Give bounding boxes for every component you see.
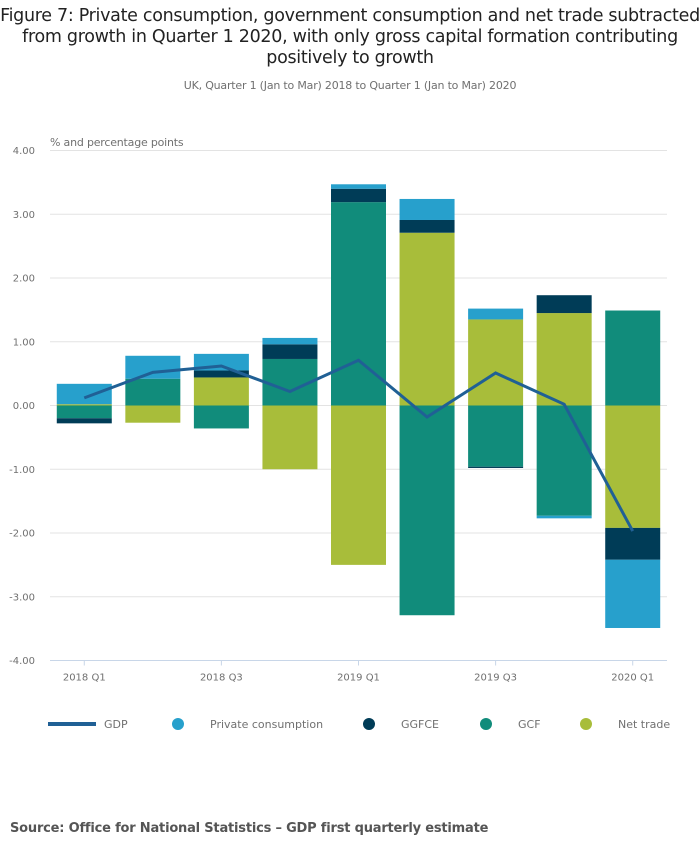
bar-private-consumption-2019-q4 [536,515,592,519]
legend-label: Private consumption [210,717,324,731]
bar-net-trade-2018-q3 [193,377,249,406]
gdp-line-group [83,358,635,532]
x-tick-label: 2019 Q3 [474,673,517,684]
legend-item-ggfce: GGFCE [363,714,439,734]
legend-item-gdp: GDP [48,714,128,734]
y-tick-label: 2.00 [13,274,35,285]
bar-gcf-2019-q2 [399,405,455,616]
bar-private-consumption-2018-q1 [56,383,112,405]
chart-subtitle: UK, Quarter 1 (Jan to Mar) 2018 to Quart… [183,79,517,92]
y-tick-label: -2.00 [9,529,35,540]
x-tick-label: 2020 Q1 [611,673,654,684]
bar-net-trade-2019-q1 [331,405,386,565]
x-tick-label: 2018 Q1 [63,673,106,684]
bar-ggfce-2018-q3 [193,370,249,378]
bar-ggfce-2020-q1 [605,527,661,560]
bar-ggfce-2018-q1 [56,418,112,424]
bar-private-consumption-2020-q1 [605,559,661,628]
gdp-line-swatch-icon [48,722,96,726]
bar-net-trade-2018-q4 [262,405,318,470]
y-tick-label: 0.00 [13,401,35,412]
bar-net-trade-2019-q4 [536,313,592,406]
bar-private-consumption-2018-q2 [125,355,181,379]
y-axis-ticks: 4.00 3.00 2.00 1.00 0.00 -1.00 -2.00 -3.00 -4.00 [9,146,35,667]
source-note: Source: Office for National Statistics –… [10,821,489,836]
bar-gcf-2020-q1 [605,310,661,406]
x-tick-label: 2018 Q3 [200,673,243,684]
bar-ggfce-2019-q2 [399,219,455,233]
bar-private-consumption-2019-q3 [468,308,524,320]
bars [56,184,661,628]
bar-ggfce-2019-q4 [536,295,592,314]
bar-private-consumption-2018-q4 [262,337,318,345]
y-tick-label: 4.00 [13,146,35,157]
legend-label: GCF [518,717,541,731]
bar-net-trade-2018-q1 [56,404,112,406]
legend-label: GDP [104,717,128,731]
bar-ggfce-2019-q1 [331,188,386,203]
legend-label: GGFCE [401,717,440,731]
bar-gcf-2019-q3 [468,405,524,467]
bar-ggfce-2019-q3 [468,466,524,468]
y-tick-label: -1.00 [9,465,35,476]
x-axis: 2018 Q1 2018 Q3 2019 Q1 2019 Q3 2020 Q1 [50,660,667,684]
y-tick-label: -3.00 [9,592,35,603]
circle-swatch-icon [580,718,592,730]
bar-gcf-2018-q2 [125,378,181,406]
legend-label: Net trade [618,717,671,731]
chart-plot: 4.00 3.00 2.00 1.00 0.00 -1.00 -2.00 -3.00 -4.00… [9,146,667,684]
bar-gcf-2018-q3 [193,405,249,429]
bar-gcf-2019-q4 [536,405,592,516]
x-tick-label: 2019 Q1 [337,673,380,684]
circle-swatch-icon [480,718,492,730]
y-axis-label: % and percentage points [50,136,184,149]
bar-private-consumption-2019-q1 [331,184,386,189]
legend-item-gcf: GCF [480,714,541,734]
bar-private-consumption-2019-q2 [399,198,455,220]
bar-net-trade-2019-q2 [399,232,455,406]
bar-gcf-2019-q1 [331,202,386,406]
legend-item-net-trade: Net trade [580,714,670,734]
legend-item-private-consumption: Private consumption [172,714,323,734]
y-tick-label: -4.00 [9,656,35,667]
bar-net-trade-2020-q1 [605,405,661,528]
bar-gcf-2018-q1 [56,405,112,419]
chart-title: Figure 7: Private consumption, governmen… [0,6,700,68]
y-tick-label: 1.00 [13,337,35,348]
y-tick-label: 3.00 [13,210,35,221]
bar-ggfce-2018-q4 [262,344,318,359]
bar-net-trade-2018-q2 [125,405,181,423]
legend: GDP Private consumption GGFCE GCF Net tr… [0,714,700,734]
circle-swatch-icon [172,718,184,730]
bar-net-trade-2019-q3 [468,319,524,406]
circle-swatch-icon [363,718,375,730]
